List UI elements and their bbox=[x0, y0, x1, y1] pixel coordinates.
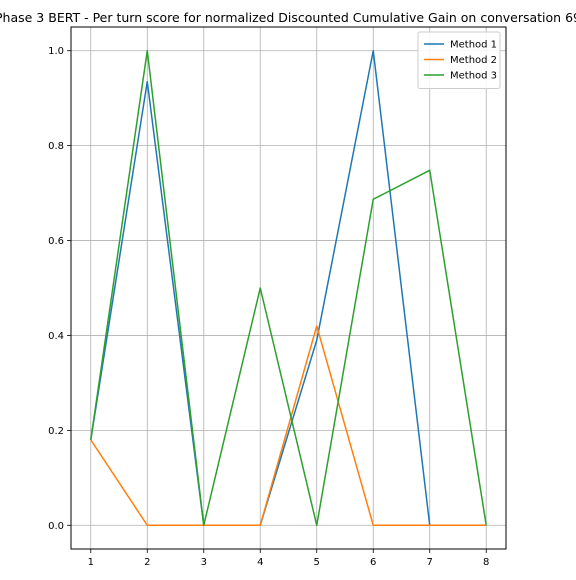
y-tick-label: 0.2 bbox=[48, 426, 64, 437]
y-tick-label: 0.0 bbox=[48, 521, 64, 532]
x-tick-label: 1 bbox=[88, 557, 94, 568]
y-tick-label: 0.6 bbox=[48, 236, 64, 247]
legend: Method 1 Method 2 Method 3 bbox=[417, 31, 501, 89]
x-axis: 1 2 3 4 5 6 7 8 bbox=[88, 549, 489, 568]
series-lines bbox=[90, 49, 487, 527]
plot-area-frame bbox=[70, 26, 507, 550]
series-line-method-1 bbox=[90, 49, 487, 527]
series-line-method-3 bbox=[90, 49, 487, 527]
x-tick-label: 7 bbox=[427, 557, 433, 568]
legend-label-method-2: Method 2 bbox=[450, 55, 497, 66]
legend-label-method-1: Method 1 bbox=[450, 40, 497, 51]
legend-label-method-3: Method 3 bbox=[450, 71, 497, 82]
x-tick-label: 6 bbox=[370, 557, 376, 568]
y-tick-label: 0.4 bbox=[48, 331, 64, 342]
x-tick-label: 2 bbox=[144, 557, 150, 568]
chart-title: Phase 3 BERT - Per turn score for normal… bbox=[0, 10, 576, 25]
x-tick-label: 5 bbox=[314, 557, 320, 568]
x-tick-label: 8 bbox=[483, 557, 489, 568]
grid bbox=[71, 27, 506, 549]
y-axis: 0.0 0.2 0.4 0.6 0.8 1.0 bbox=[48, 46, 71, 532]
x-tick-label: 3 bbox=[201, 557, 207, 568]
x-tick-label: 4 bbox=[257, 557, 263, 568]
y-tick-label: 1.0 bbox=[48, 46, 64, 57]
series-line-method-2 bbox=[90, 325, 487, 527]
y-tick-label: 0.8 bbox=[48, 141, 64, 152]
